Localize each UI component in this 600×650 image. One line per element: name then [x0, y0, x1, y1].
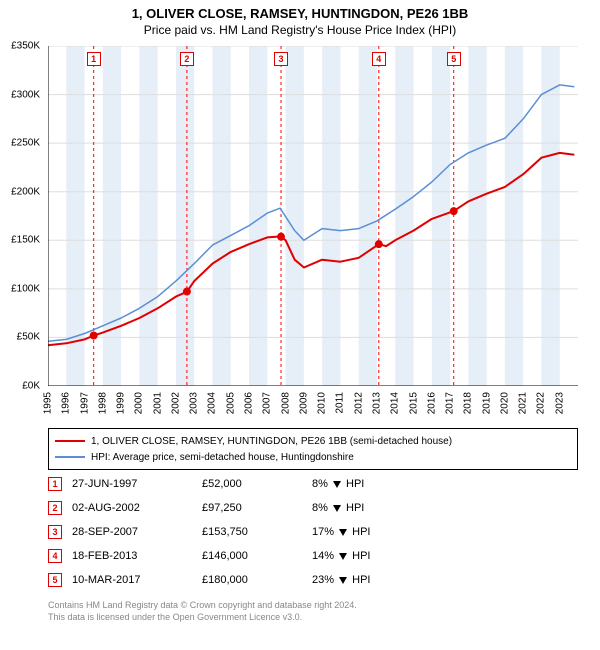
- sale-marker-box: 2: [180, 52, 194, 66]
- x-tick-label: 2003: [189, 392, 200, 414]
- down-arrow-icon: [339, 553, 347, 560]
- sale-marker: 1: [48, 477, 62, 491]
- sale-date: 02-AUG-2002: [72, 502, 192, 514]
- chart-svg: [48, 46, 578, 386]
- x-tick-label: 1996: [61, 392, 72, 414]
- x-tick-label: 2005: [225, 392, 236, 414]
- chart-plot-area: 1 2 3 4 5: [48, 46, 578, 386]
- footer-line: Contains HM Land Registry data © Crown c…: [48, 600, 357, 612]
- y-tick-label: £50K: [0, 332, 40, 343]
- sale-hpi-delta: 17% HPI: [312, 526, 452, 538]
- sale-marker: 2: [48, 501, 62, 515]
- chart-container: 1, OLIVER CLOSE, RAMSEY, HUNTINGDON, PE2…: [0, 0, 600, 650]
- x-tick-label: 2019: [481, 392, 492, 414]
- x-tick-label: 2009: [298, 392, 309, 414]
- sales-row: 5 10-MAR-2017 £180,000 23% HPI: [48, 568, 578, 592]
- sale-hpi-delta: 8% HPI: [312, 502, 452, 514]
- x-tick-label: 2010: [317, 392, 328, 414]
- x-tick-label: 2021: [518, 392, 529, 414]
- x-tick-label: 1998: [97, 392, 108, 414]
- down-arrow-icon: [339, 577, 347, 584]
- x-tick-label: 2016: [426, 392, 437, 414]
- legend-swatch: [55, 440, 85, 442]
- y-tick-label: £250K: [0, 138, 40, 149]
- sale-marker: 5: [48, 573, 62, 587]
- x-tick-label: 2022: [536, 392, 547, 414]
- sale-price: £97,250: [202, 502, 302, 514]
- down-arrow-icon: [333, 505, 341, 512]
- down-arrow-icon: [339, 529, 347, 536]
- x-tick-label: 2001: [152, 392, 163, 414]
- sale-price: £52,000: [202, 478, 302, 490]
- chart-titles: 1, OLIVER CLOSE, RAMSEY, HUNTINGDON, PE2…: [0, 0, 600, 37]
- sale-price: £153,750: [202, 526, 302, 538]
- x-tick-label: 1995: [43, 392, 54, 414]
- sales-row: 3 28-SEP-2007 £153,750 17% HPI: [48, 520, 578, 544]
- y-tick-label: £100K: [0, 283, 40, 294]
- x-tick-label: 2014: [390, 392, 401, 414]
- footer: Contains HM Land Registry data © Crown c…: [48, 600, 357, 623]
- x-tick-label: 2017: [445, 392, 456, 414]
- y-tick-label: £350K: [0, 41, 40, 52]
- sale-marker: 4: [48, 549, 62, 563]
- sale-marker-box: 4: [372, 52, 386, 66]
- sale-hpi-delta: 23% HPI: [312, 574, 452, 586]
- x-tick-label: 2007: [262, 392, 273, 414]
- y-axis: £0K£50K£100K£150K£200K£250K£300K£350K: [0, 46, 44, 386]
- sale-hpi-delta: 8% HPI: [312, 478, 452, 490]
- legend-label: 1, OLIVER CLOSE, RAMSEY, HUNTINGDON, PE2…: [91, 436, 452, 447]
- legend-row: HPI: Average price, semi-detached house,…: [55, 449, 571, 465]
- sale-date: 28-SEP-2007: [72, 526, 192, 538]
- legend-label: HPI: Average price, semi-detached house,…: [91, 452, 354, 463]
- sale-date: 10-MAR-2017: [72, 574, 192, 586]
- x-tick-label: 2002: [170, 392, 181, 414]
- x-tick-label: 2012: [353, 392, 364, 414]
- x-tick-label: 2004: [207, 392, 218, 414]
- sale-marker-box: 3: [274, 52, 288, 66]
- sale-date: 18-FEB-2013: [72, 550, 192, 562]
- x-tick-label: 2006: [244, 392, 255, 414]
- y-tick-label: £150K: [0, 235, 40, 246]
- legend-row: 1, OLIVER CLOSE, RAMSEY, HUNTINGDON, PE2…: [55, 433, 571, 449]
- sale-hpi-delta: 14% HPI: [312, 550, 452, 562]
- x-tick-label: 2013: [371, 392, 382, 414]
- x-tick-label: 2000: [134, 392, 145, 414]
- sale-price: £146,000: [202, 550, 302, 562]
- legend-swatch: [55, 456, 85, 458]
- down-arrow-icon: [333, 481, 341, 488]
- title-address: 1, OLIVER CLOSE, RAMSEY, HUNTINGDON, PE2…: [0, 6, 600, 21]
- x-axis: 1995199619971998199920002001200220032004…: [48, 386, 578, 426]
- x-tick-label: 2018: [463, 392, 474, 414]
- sales-row: 1 27-JUN-1997 £52,000 8% HPI: [48, 472, 578, 496]
- sales-row: 2 02-AUG-2002 £97,250 8% HPI: [48, 496, 578, 520]
- x-tick-label: 2023: [554, 392, 565, 414]
- title-subtitle: Price paid vs. HM Land Registry's House …: [0, 23, 600, 37]
- legend: 1, OLIVER CLOSE, RAMSEY, HUNTINGDON, PE2…: [48, 428, 578, 470]
- sale-marker: 3: [48, 525, 62, 539]
- x-tick-label: 1999: [116, 392, 127, 414]
- x-tick-label: 2011: [335, 392, 346, 414]
- sale-price: £180,000: [202, 574, 302, 586]
- y-tick-label: £0K: [0, 381, 40, 392]
- x-tick-label: 1997: [79, 392, 90, 414]
- y-tick-label: £200K: [0, 186, 40, 197]
- x-tick-label: 2008: [280, 392, 291, 414]
- sale-date: 27-JUN-1997: [72, 478, 192, 490]
- footer-line: This data is licensed under the Open Gov…: [48, 612, 357, 624]
- sales-table: 1 27-JUN-1997 £52,000 8% HPI 2 02-AUG-2002 £97…: [48, 472, 578, 592]
- sale-marker-box: 5: [447, 52, 461, 66]
- sales-row: 4 18-FEB-2013 £146,000 14% HPI: [48, 544, 578, 568]
- x-tick-label: 2020: [499, 392, 510, 414]
- y-tick-label: £300K: [0, 89, 40, 100]
- x-tick-label: 2015: [408, 392, 419, 414]
- sale-marker-box: 1: [87, 52, 101, 66]
